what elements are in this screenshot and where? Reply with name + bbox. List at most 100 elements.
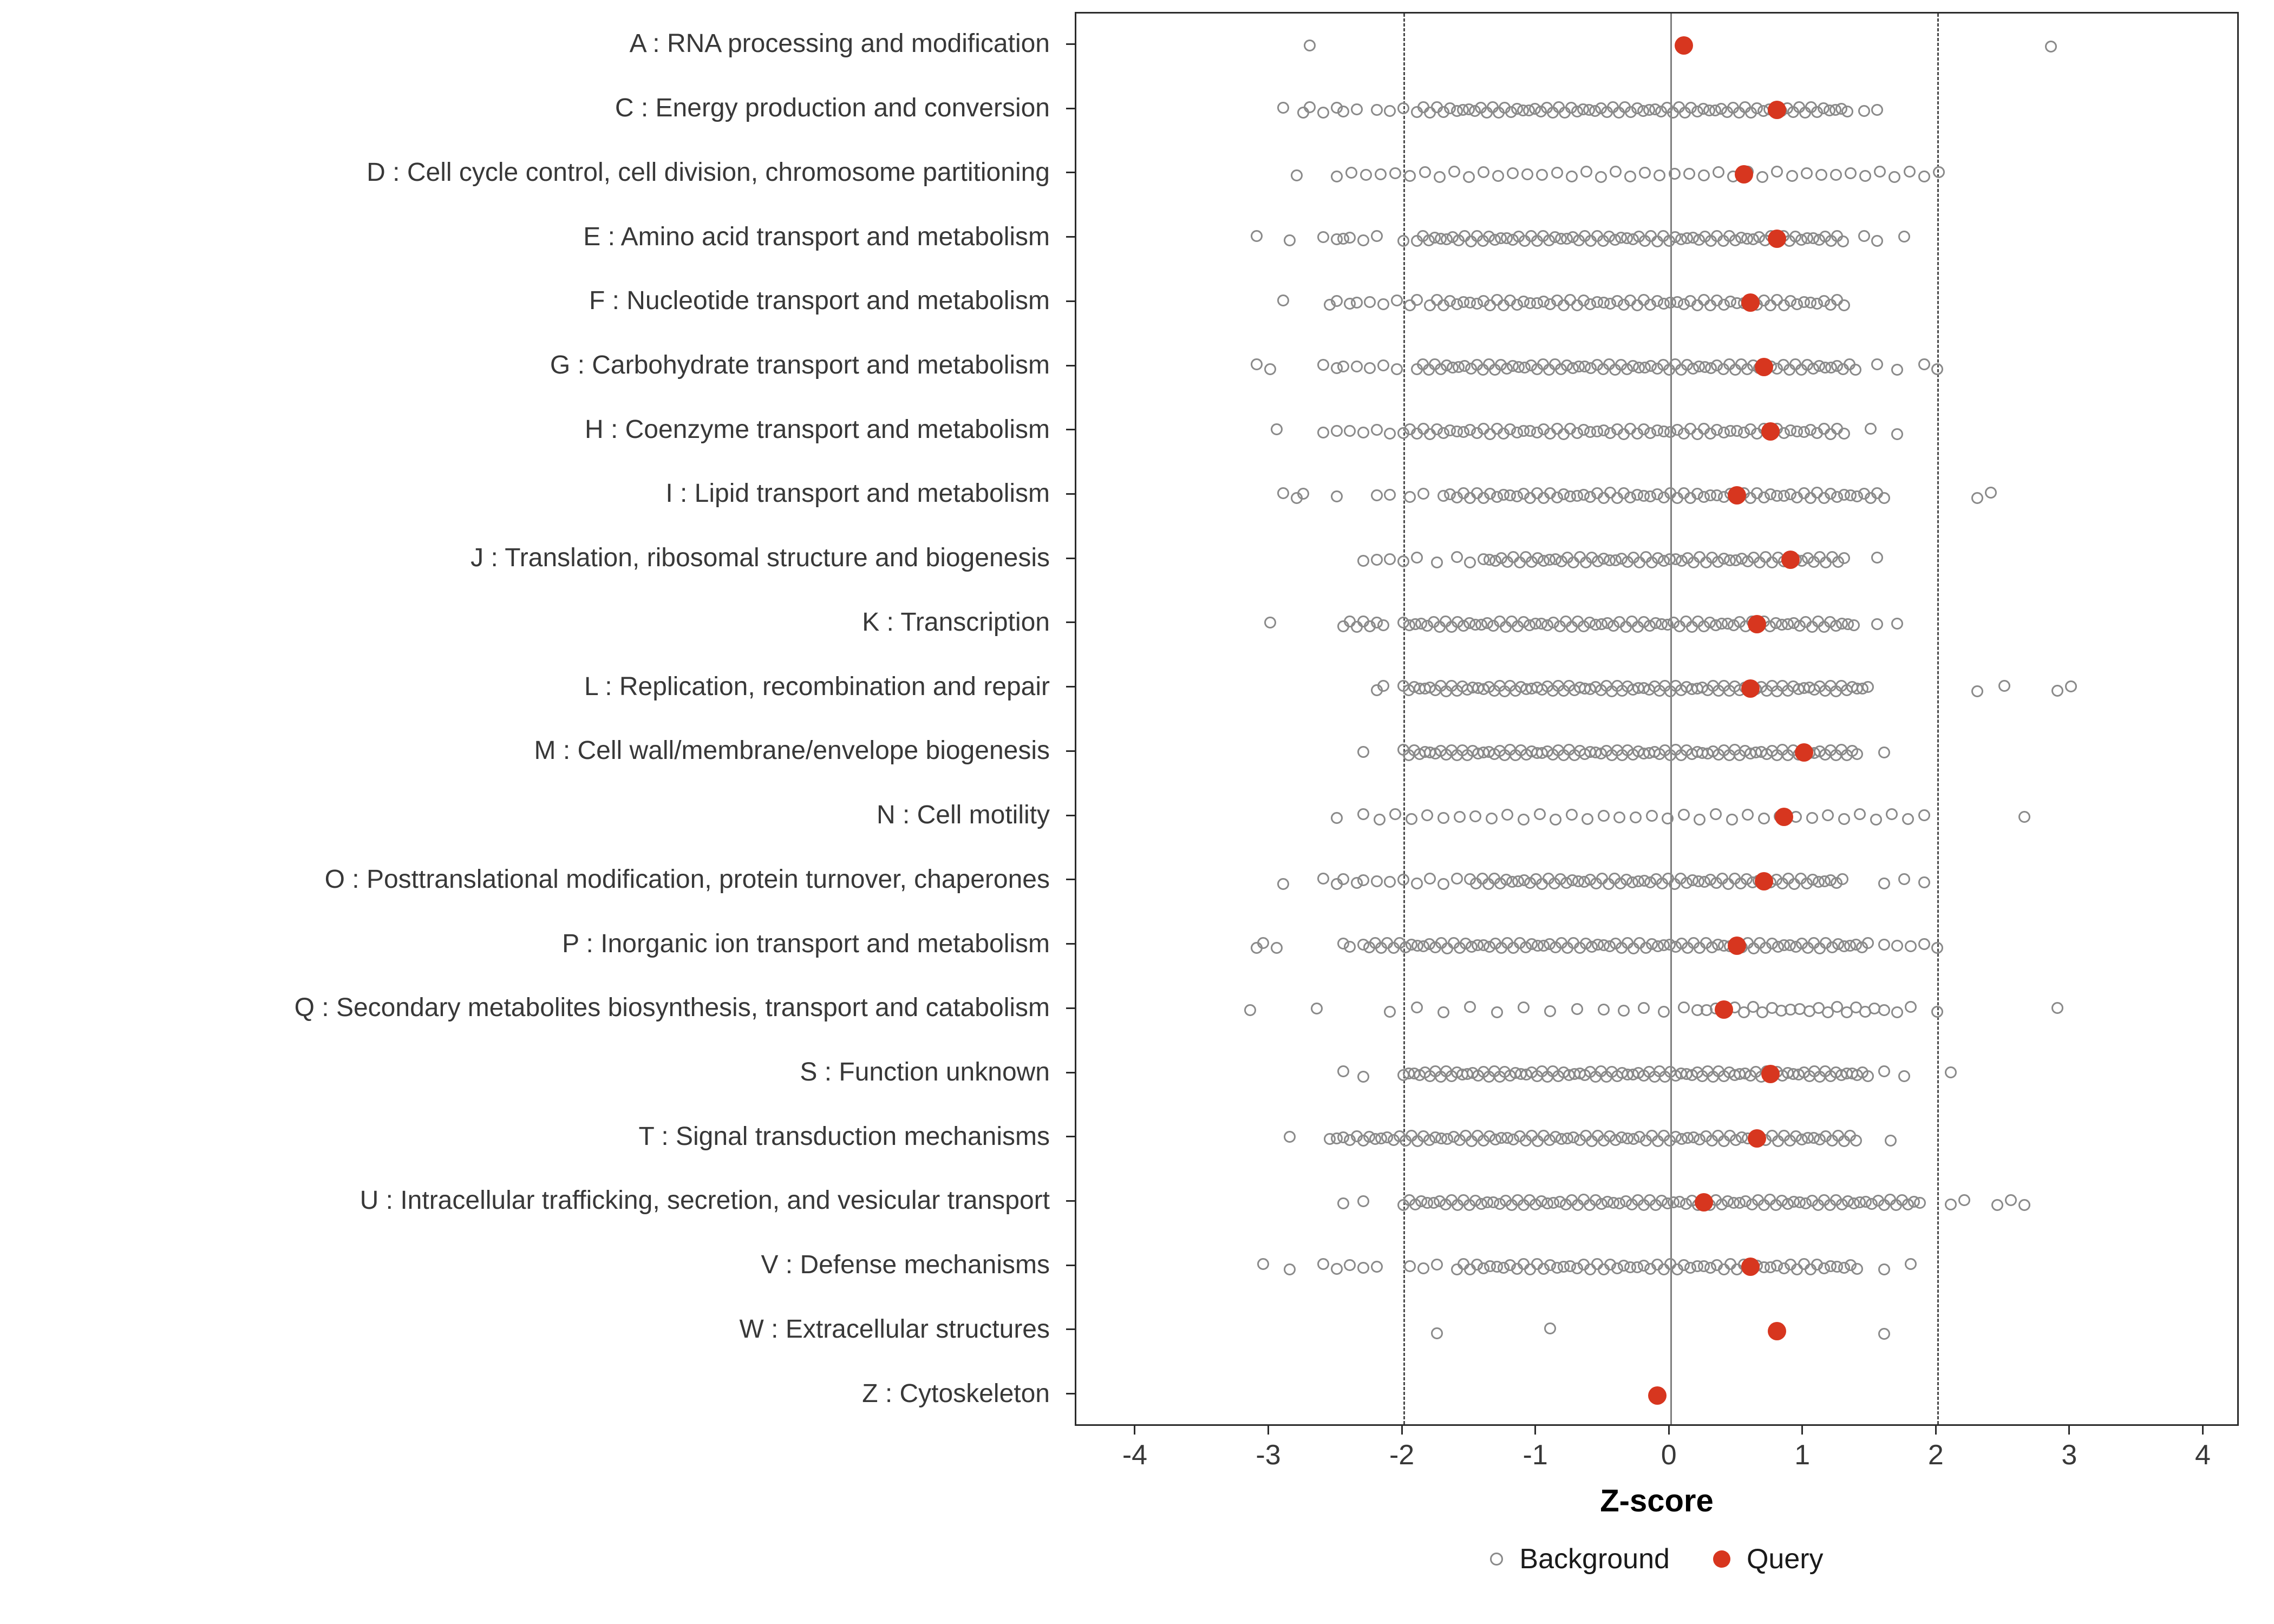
y-tick-mark xyxy=(1066,557,1075,559)
background-point xyxy=(1404,491,1416,503)
plot-panel xyxy=(1075,12,2239,1426)
y-tick-mark xyxy=(1066,1328,1075,1331)
background-point xyxy=(1404,1260,1416,1272)
y-axis-label: Z : Cytoskeleton xyxy=(862,1379,1050,1408)
background-point xyxy=(1370,104,1383,116)
y-axis-label: E : Amino acid transport and metabolism xyxy=(583,222,1050,251)
background-point xyxy=(1364,296,1376,308)
background-point xyxy=(2004,1194,2017,1206)
x-tick-label: -4 xyxy=(1122,1439,1148,1471)
background-point xyxy=(1931,941,1944,954)
background-point xyxy=(1404,169,1416,182)
background-point xyxy=(1389,167,1402,179)
background-point xyxy=(1822,809,1834,821)
background-point xyxy=(2051,685,2064,697)
background-point xyxy=(1891,939,1904,952)
background-point xyxy=(1971,492,1984,505)
y-tick-mark xyxy=(1066,1136,1075,1138)
query-point xyxy=(1748,614,1767,633)
zero-line xyxy=(1670,14,1672,1424)
query-point xyxy=(1781,551,1800,569)
background-point xyxy=(1891,428,1904,440)
background-point xyxy=(1838,428,1850,440)
y-axis-label: V : Defense mechanisms xyxy=(761,1250,1050,1280)
y-tick-mark xyxy=(1066,429,1075,431)
query-point xyxy=(1774,808,1793,827)
query-point xyxy=(1741,1258,1760,1276)
background-point xyxy=(2051,1002,2064,1014)
background-point xyxy=(1829,168,1842,181)
background-point xyxy=(1277,487,1290,499)
y-axis-label: S : Function unknown xyxy=(800,1058,1050,1086)
query-point xyxy=(1741,293,1760,312)
background-point xyxy=(1971,685,1984,697)
background-point xyxy=(1507,167,1519,180)
background-point xyxy=(1357,234,1370,246)
background-point xyxy=(1786,170,1798,182)
background-point xyxy=(1357,746,1370,758)
background-point xyxy=(1337,1197,1350,1209)
x-tick-label: -2 xyxy=(1389,1439,1415,1471)
background-point xyxy=(1862,937,1874,949)
background-point xyxy=(1337,873,1350,885)
background-point xyxy=(1430,1259,1443,1271)
background-point xyxy=(1657,1006,1670,1018)
background-point xyxy=(1357,808,1370,821)
background-point xyxy=(1317,427,1330,439)
background-point xyxy=(1898,1070,1910,1082)
y-tick-mark xyxy=(1066,107,1075,109)
background-point xyxy=(1984,487,1997,499)
background-point xyxy=(1533,808,1546,821)
background-point xyxy=(1257,1258,1270,1271)
background-point xyxy=(1958,1194,1970,1206)
y-axis-label: P : Inorganic ion transport and metaboli… xyxy=(562,929,1050,958)
background-point xyxy=(1858,230,1870,242)
background-point xyxy=(1931,1006,1944,1018)
query-point xyxy=(1768,1321,1787,1340)
background-point xyxy=(1284,1130,1296,1143)
background-point xyxy=(1544,1322,1557,1335)
background-point xyxy=(1838,552,1850,564)
background-point xyxy=(1677,1001,1690,1013)
background-point xyxy=(1344,231,1356,244)
y-tick-mark xyxy=(1066,300,1075,302)
background-point xyxy=(1397,102,1410,115)
background-point xyxy=(1462,171,1475,183)
background-point xyxy=(1878,939,1890,951)
query-point xyxy=(1648,1386,1667,1405)
x-tick-mark xyxy=(1801,1426,1803,1435)
background-point xyxy=(1350,361,1363,373)
background-point xyxy=(1492,169,1505,182)
x-tick-mark xyxy=(1267,1426,1269,1435)
background-point xyxy=(1757,812,1770,824)
background-point xyxy=(1838,299,1850,312)
background-point xyxy=(1891,1006,1904,1019)
background-point xyxy=(1297,488,1310,500)
background-point xyxy=(1337,361,1350,373)
background-point xyxy=(1637,1002,1650,1014)
background-point xyxy=(1453,810,1466,823)
query-point xyxy=(1748,1129,1767,1148)
background-point xyxy=(1544,1005,1557,1018)
y-axis-label: T : Signal transduction mechanisms xyxy=(638,1122,1050,1151)
background-point xyxy=(1377,359,1390,371)
background-point xyxy=(1405,813,1417,826)
background-point xyxy=(1337,106,1350,118)
background-point xyxy=(1991,1199,2004,1212)
background-point xyxy=(1851,1263,1864,1275)
background-point xyxy=(1854,808,1866,821)
background-point xyxy=(1330,490,1343,503)
y-axis-label: L : Replication, recombination and repai… xyxy=(584,672,1050,701)
background-point xyxy=(1244,1004,1256,1016)
query-point xyxy=(1728,486,1747,505)
background-point xyxy=(1904,940,1917,953)
background-point xyxy=(1377,298,1390,311)
y-axis-labels: A : RNA processing and modification C : E… xyxy=(0,12,1075,1426)
background-point xyxy=(1290,169,1303,182)
background-point xyxy=(1384,876,1396,888)
background-point xyxy=(1344,941,1356,953)
background-point xyxy=(1304,101,1316,114)
legend-label-query: Query xyxy=(1746,1543,1824,1575)
background-point xyxy=(1250,358,1263,371)
